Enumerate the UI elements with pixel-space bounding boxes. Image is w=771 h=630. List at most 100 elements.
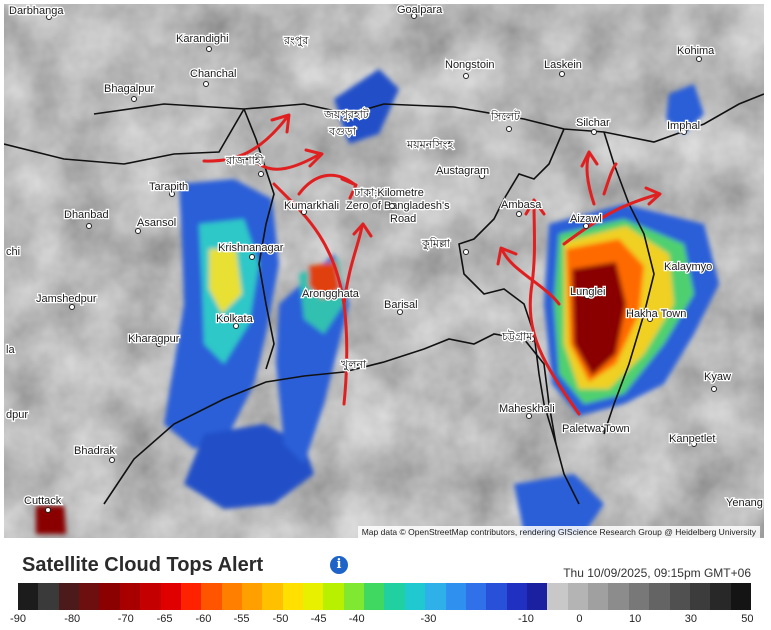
scale-tick-label: 10 — [629, 613, 642, 625]
place-name: chi — [6, 246, 20, 258]
map-attribution[interactable]: Map data © OpenStreetMap contributors, r… — [357, 526, 760, 538]
place-name: Chanchal — [190, 68, 236, 80]
scale-tick-label: -70 — [117, 613, 134, 625]
scale-tick-label: 50 — [741, 613, 754, 625]
arrow-9 — [585, 152, 596, 206]
place-label: Aizawl — [569, 212, 603, 229]
place-name: Krishnanagar — [218, 242, 284, 254]
cloud-cell-east-darkred — [572, 262, 626, 376]
place-label: Barisal — [383, 298, 419, 315]
city-dot — [86, 223, 92, 229]
scale-tick-label: 30 — [684, 613, 698, 625]
city-dot — [109, 457, 115, 463]
place-label: Bhadrak — [73, 444, 117, 463]
place-name: Kyaw — [704, 371, 731, 383]
city-dot — [206, 46, 212, 52]
place-label: খুলনা — [340, 358, 368, 373]
place-label: Hakha Town — [625, 307, 688, 322]
legend-title: Satellite Cloud Tops Alert — [22, 554, 264, 576]
place-name: Austagram — [436, 165, 489, 177]
place-label: Maheskhali — [498, 402, 556, 419]
scale-swatch — [465, 583, 487, 610]
city-dot — [463, 249, 469, 255]
place-name: Kohima — [677, 45, 715, 57]
place-label: Kolkata — [215, 312, 255, 329]
place-label: Arongghata — [301, 287, 361, 302]
place-label: Zero of Bangladesh's — [345, 199, 452, 214]
coastline — [103, 333, 557, 505]
place-label: Laskein — [543, 58, 583, 77]
place-label: Chanchal — [189, 67, 238, 87]
place-label: Darbhanga — [8, 4, 66, 20]
satellite-map[interactable]: Darbhanga Goalpara Karandighi রংপুর Kohi… — [4, 4, 764, 538]
scale-swatch — [364, 583, 385, 610]
arrow-1 — [202, 114, 290, 163]
place-label: ঢাকা;Kilometre — [352, 186, 425, 201]
place-label: Imphal — [666, 119, 701, 135]
scale-swatch — [180, 583, 202, 610]
place-label: Kyaw — [703, 370, 732, 392]
place-label: Austagram — [435, 164, 490, 179]
place-name: কুমিল্লা — [421, 237, 451, 250]
place-label: Lunglei — [569, 285, 607, 300]
scale-swatch — [241, 583, 263, 610]
place-name: Kolkata — [216, 313, 254, 325]
city-dot — [69, 304, 75, 310]
place-label: Jamshedpur — [35, 292, 98, 310]
timestamp: Thu 10/09/2025, 09:15pm GMT+06 — [563, 566, 751, 580]
place-label: dpur — [5, 408, 30, 423]
place-name: Maheskhali — [499, 403, 555, 415]
scale-tick-label: -50 — [272, 613, 289, 625]
color-scale-bar — [18, 583, 751, 610]
city-dot — [681, 129, 687, 135]
place-label: ময়মনসিংহ — [405, 137, 456, 153]
place-label: Karandighi — [175, 32, 230, 52]
scale-swatch — [58, 583, 80, 610]
place-label: Tarapith — [148, 180, 189, 197]
place-name: Karandighi — [176, 33, 229, 45]
city-dot — [479, 173, 485, 179]
place-name: Kumarkhali — [284, 200, 339, 212]
place-name: Dhanbad — [64, 209, 109, 221]
place-name: la — [6, 344, 15, 356]
place-label: Road — [389, 203, 418, 226]
place-name: Bhadrak — [74, 445, 115, 457]
scale-swatch — [486, 583, 507, 610]
scale-swatch — [730, 583, 751, 610]
legend-panel: Satellite Cloud Tops Alert i Thu 10/09/2… — [0, 540, 771, 630]
place-label: রাজশাহী — [224, 153, 266, 177]
city-dot — [233, 323, 239, 329]
place-name: Ambasa — [501, 199, 542, 211]
scale-swatch — [425, 583, 446, 610]
place-label: Paletwa Town — [561, 422, 631, 437]
scale-swatch — [547, 583, 568, 610]
city-dot — [329, 294, 335, 300]
scale-swatch — [567, 583, 589, 610]
arrow-10 — [602, 162, 618, 196]
info-icon[interactable]: i — [330, 556, 348, 574]
city-dot — [203, 81, 209, 87]
scale-swatch — [140, 583, 161, 610]
place-name: Arongghata — [302, 288, 360, 300]
place-label: কুমিল্লা — [420, 236, 469, 255]
arrow-1-head — [270, 113, 291, 134]
scale-tick-label: -40 — [348, 613, 365, 625]
place-label: Kohima — [676, 44, 716, 62]
place-name: dpur — [6, 409, 28, 421]
city-dot — [389, 203, 395, 209]
border-bangladesh-east — [458, 128, 580, 505]
arrow-8 — [562, 192, 661, 246]
place-name: ময়মনসিংহ — [406, 138, 454, 151]
city-dot — [45, 507, 51, 513]
arrow-7-head — [496, 246, 518, 266]
place-name: রংপুর — [283, 35, 309, 47]
scale-swatch — [282, 583, 304, 610]
place-name: চট্টগ্রাম — [501, 330, 533, 343]
arrow-7 — [500, 247, 561, 306]
place-name: Lunglei — [570, 286, 605, 298]
scale-swatch — [445, 583, 466, 610]
place-name: Aizawl — [570, 213, 602, 225]
city-dot — [516, 211, 522, 217]
scale-swatch — [262, 583, 283, 610]
scale-swatch — [710, 583, 731, 610]
